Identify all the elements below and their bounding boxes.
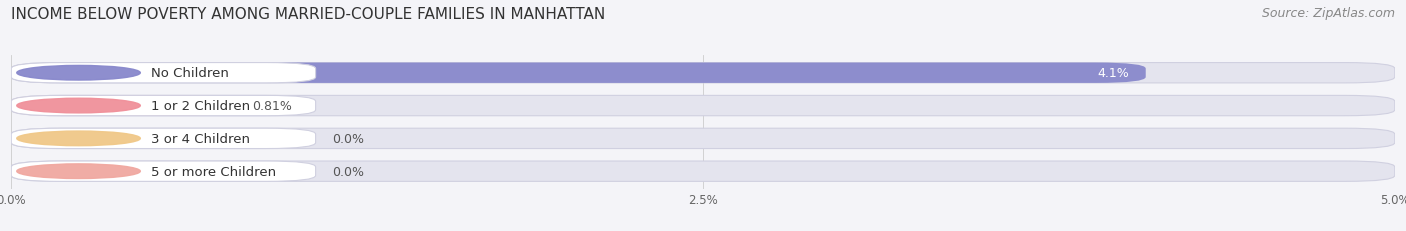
FancyBboxPatch shape xyxy=(11,129,315,149)
Text: 0.0%: 0.0% xyxy=(332,165,364,178)
Text: 1 or 2 Children: 1 or 2 Children xyxy=(152,100,250,112)
FancyBboxPatch shape xyxy=(11,96,1395,116)
FancyBboxPatch shape xyxy=(11,63,315,84)
FancyBboxPatch shape xyxy=(11,161,1395,182)
FancyBboxPatch shape xyxy=(11,96,235,116)
Text: INCOME BELOW POVERTY AMONG MARRIED-COUPLE FAMILIES IN MANHATTAN: INCOME BELOW POVERTY AMONG MARRIED-COUPL… xyxy=(11,7,606,22)
Text: 4.1%: 4.1% xyxy=(1097,67,1129,80)
Text: 0.0%: 0.0% xyxy=(332,132,364,145)
FancyBboxPatch shape xyxy=(11,161,315,182)
Circle shape xyxy=(17,66,141,81)
Circle shape xyxy=(17,164,141,179)
FancyBboxPatch shape xyxy=(11,96,315,116)
Text: Source: ZipAtlas.com: Source: ZipAtlas.com xyxy=(1261,7,1395,20)
FancyBboxPatch shape xyxy=(11,129,1395,149)
Circle shape xyxy=(17,99,141,113)
Text: 0.81%: 0.81% xyxy=(252,100,292,112)
Text: 5 or more Children: 5 or more Children xyxy=(152,165,277,178)
FancyBboxPatch shape xyxy=(11,63,1395,84)
Text: 3 or 4 Children: 3 or 4 Children xyxy=(152,132,250,145)
FancyBboxPatch shape xyxy=(11,63,1146,84)
Circle shape xyxy=(17,131,141,146)
Text: No Children: No Children xyxy=(152,67,229,80)
